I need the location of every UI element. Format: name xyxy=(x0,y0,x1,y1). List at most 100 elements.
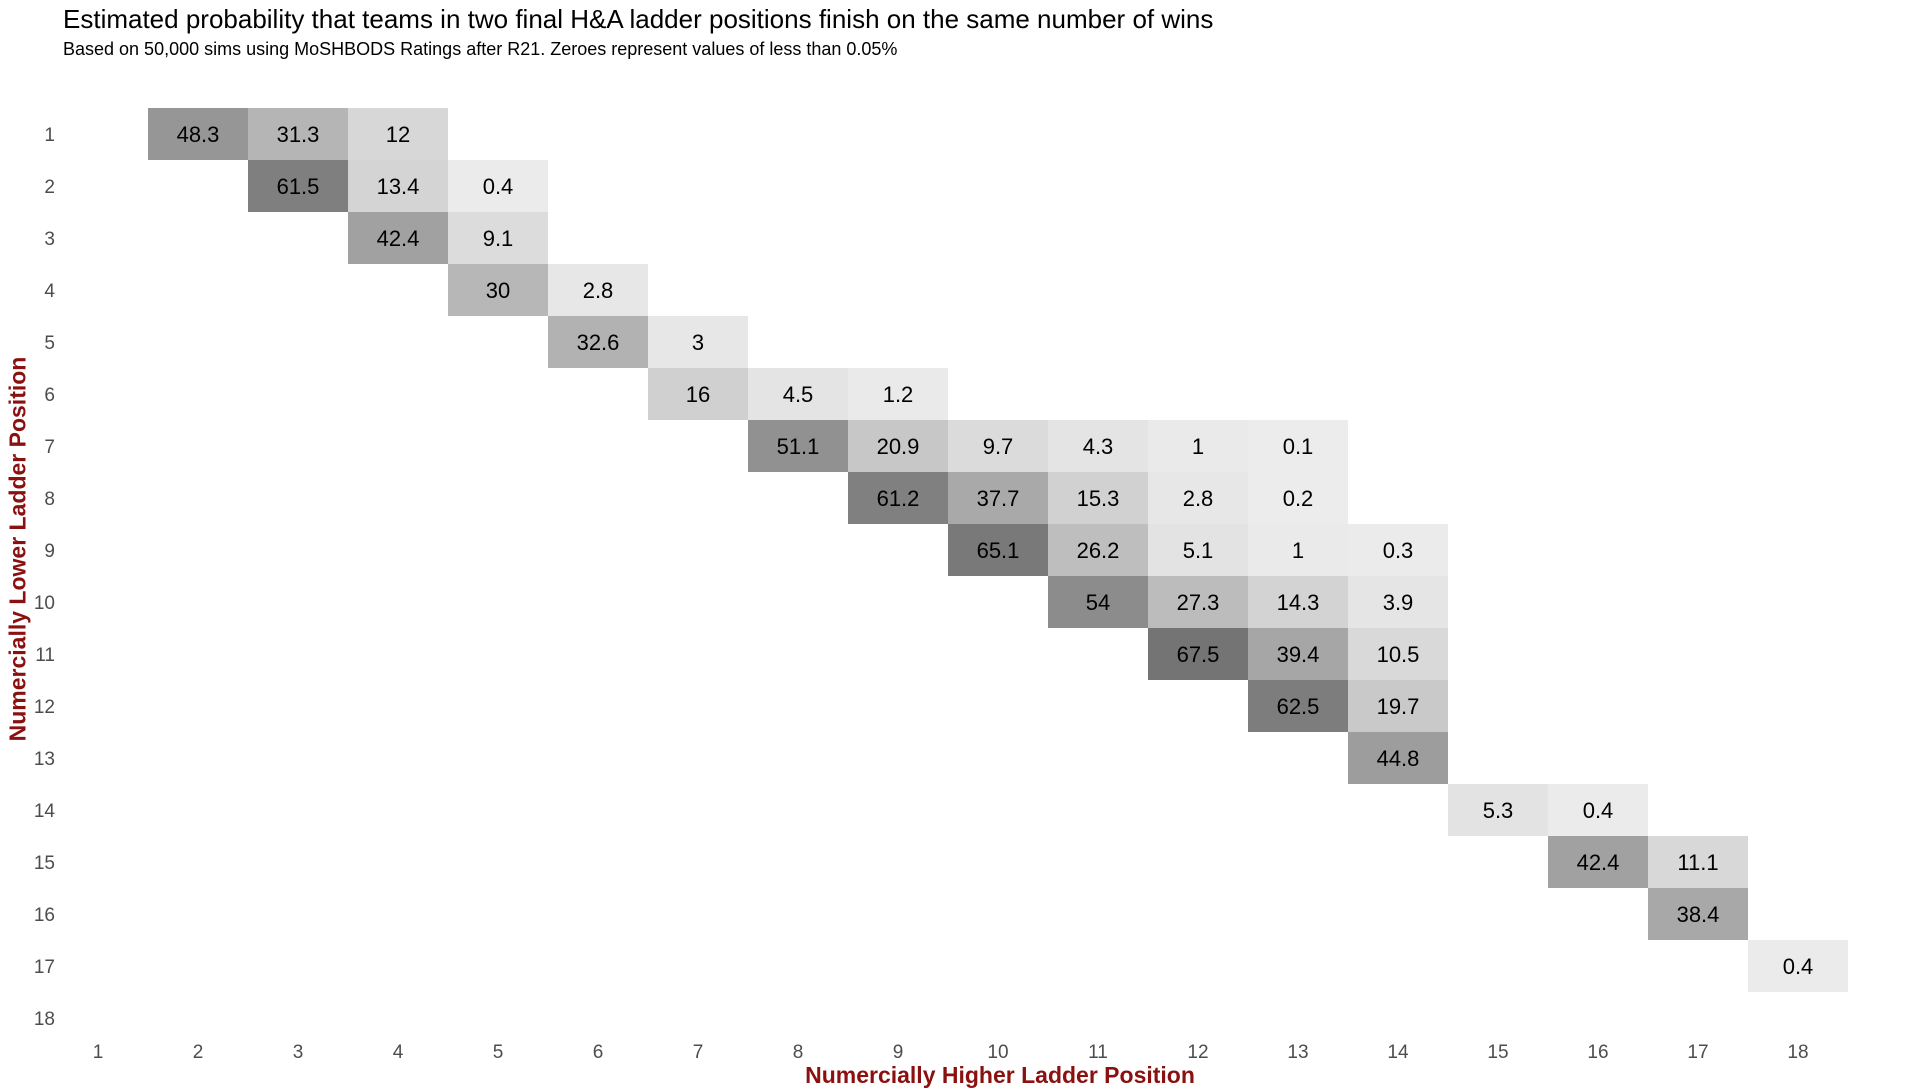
cell-value-label: 0.2 xyxy=(1283,486,1314,511)
cell-value-label: 54 xyxy=(1086,590,1110,615)
cell-value-label: 0.4 xyxy=(1783,954,1814,979)
y-tick-label: 14 xyxy=(34,801,56,822)
chart-title: Estimated probability that teams in two … xyxy=(63,4,1214,34)
x-tick-label: 6 xyxy=(593,1042,604,1063)
heatmap-cell xyxy=(548,316,648,368)
y-tick-label: 16 xyxy=(34,905,55,926)
y-tick-label: 18 xyxy=(34,1009,55,1030)
cell-value-label: 31.3 xyxy=(277,122,320,147)
cell-value-label: 39.4 xyxy=(1277,642,1320,667)
cell-value-label: 38.4 xyxy=(1677,902,1720,927)
cell-value-label: 4.3 xyxy=(1083,434,1114,459)
x-tick-label: 15 xyxy=(1487,1042,1508,1063)
heatmap-cell xyxy=(1348,680,1448,732)
heatmap-cell xyxy=(448,264,548,316)
x-tick-label: 11 xyxy=(1088,1042,1108,1063)
heatmap-cell xyxy=(1048,472,1148,524)
cell-value-label: 10.5 xyxy=(1377,642,1420,667)
heatmap-cell xyxy=(1148,524,1248,576)
y-tick-label: 13 xyxy=(34,749,55,770)
heatmap-cell xyxy=(848,420,948,472)
heatmap-cell xyxy=(748,368,848,420)
cell-value-label: 65.1 xyxy=(977,538,1020,563)
cell-value-label: 48.3 xyxy=(177,122,220,147)
cell-value-label: 26.2 xyxy=(1077,538,1120,563)
y-tick-label: 15 xyxy=(34,853,55,874)
cell-value-label: 27.3 xyxy=(1177,590,1220,615)
y-tick-label: 1 xyxy=(44,125,55,146)
cell-value-label: 0.3 xyxy=(1383,538,1414,563)
heatmap-cell xyxy=(1648,888,1748,940)
y-tick-label: 9 xyxy=(44,541,55,562)
heatmap-cell xyxy=(748,420,848,472)
x-tick-label: 14 xyxy=(1387,1042,1409,1063)
x-tick-label: 5 xyxy=(493,1042,504,1063)
heatmap-cell xyxy=(448,212,548,264)
cell-value-label: 0.4 xyxy=(1583,798,1614,823)
cell-value-label: 1 xyxy=(1292,538,1304,563)
cell-value-label: 3 xyxy=(692,330,704,355)
cell-value-label: 2.8 xyxy=(583,278,614,303)
heatmap-cell xyxy=(348,108,448,160)
cell-value-label: 61.2 xyxy=(877,486,920,511)
heatmap-cell xyxy=(248,108,348,160)
heatmap-cell xyxy=(648,368,748,420)
cell-value-label: 11.1 xyxy=(1677,850,1718,875)
x-axis-title: Numercially Higher Ladder Position xyxy=(805,1062,1195,1088)
heatmap-cell xyxy=(1348,576,1448,628)
x-tick-label: 2 xyxy=(193,1042,204,1063)
heatmap-cell xyxy=(1148,576,1248,628)
x-tick-label: 3 xyxy=(293,1042,304,1063)
heatmap-cell xyxy=(848,472,948,524)
heatmap-cell xyxy=(1648,836,1748,888)
heatmap-cell xyxy=(848,368,948,420)
heatmap-cell xyxy=(948,524,1048,576)
heatmap-cell xyxy=(948,472,1048,524)
heatmap-cell xyxy=(948,420,1048,472)
heatmap-cell xyxy=(1248,576,1348,628)
cell-value-label: 42.4 xyxy=(377,226,420,251)
heatmap-cell xyxy=(448,160,548,212)
x-tick-label: 1 xyxy=(93,1042,104,1063)
y-tick-label: 17 xyxy=(34,957,55,978)
cell-value-label: 0.1 xyxy=(1283,434,1314,459)
y-tick-label: 4 xyxy=(44,281,55,302)
cell-value-label: 61.5 xyxy=(277,174,320,199)
y-tick-label: 12 xyxy=(34,697,55,718)
heatmap-cell xyxy=(1248,628,1348,680)
heatmap-cell xyxy=(1548,784,1648,836)
heatmap-cell xyxy=(1348,524,1448,576)
heatmap-cell xyxy=(548,264,648,316)
x-tick-label: 16 xyxy=(1587,1042,1608,1063)
cell-value-label: 1.2 xyxy=(883,382,914,407)
cell-value-label: 1 xyxy=(1192,434,1204,459)
heatmap-cell xyxy=(148,108,248,160)
cell-value-label: 19.7 xyxy=(1377,694,1420,719)
x-tick-label: 4 xyxy=(393,1042,404,1063)
x-tick-label: 8 xyxy=(793,1042,804,1063)
cell-value-label: 5.1 xyxy=(1183,538,1214,563)
heatmap-cell xyxy=(348,160,448,212)
y-tick-label: 10 xyxy=(34,593,55,614)
cell-value-label: 62.5 xyxy=(1277,694,1320,719)
x-tick-label: 12 xyxy=(1187,1042,1208,1063)
x-tick-label: 13 xyxy=(1287,1042,1308,1063)
x-tick-label: 7 xyxy=(693,1042,704,1063)
cell-value-label: 51.1 xyxy=(777,434,820,459)
heatmap-cell xyxy=(248,160,348,212)
heatmap-cell xyxy=(1148,472,1248,524)
cell-value-label: 12 xyxy=(386,122,410,147)
y-tick-label: 5 xyxy=(44,333,55,354)
cell-value-label: 5.3 xyxy=(1483,798,1514,823)
heatmap-cell xyxy=(1148,420,1248,472)
y-tick-label: 8 xyxy=(44,489,55,510)
heatmap-cell xyxy=(1748,940,1848,992)
heatmap-cell xyxy=(1348,628,1448,680)
heatmap-cell xyxy=(1148,628,1248,680)
cell-value-label: 67.5 xyxy=(1177,642,1220,667)
cell-value-label: 37.7 xyxy=(977,486,1020,511)
cell-value-label: 9.7 xyxy=(983,434,1014,459)
heatmap-cell xyxy=(1048,420,1148,472)
cell-value-label: 15.3 xyxy=(1077,486,1120,511)
